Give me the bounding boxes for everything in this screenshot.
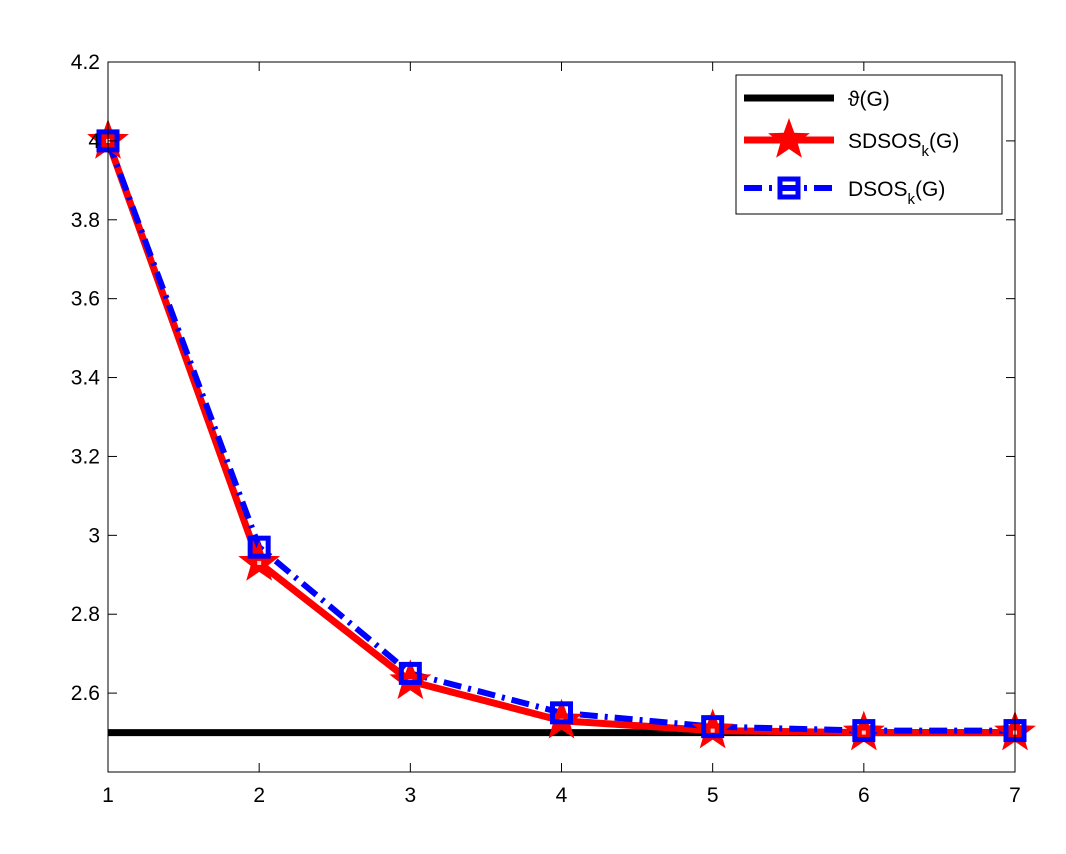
axes: 1 2 3 4 5 6 7 2.6 2.8 3 3.2 3.4 3.6 3.8 4 4.2 — [71, 51, 1021, 807]
x-tick-label: 2 — [253, 784, 265, 807]
x-tick-label: 7 — [1009, 784, 1021, 807]
y-tick-label: 3 — [88, 524, 100, 547]
x-tick-label: 5 — [707, 784, 719, 807]
x-tick-label: 3 — [404, 784, 416, 807]
sdsos-point-center — [257, 560, 262, 565]
y-tick-label: 3.8 — [71, 209, 100, 232]
legend-label-theta: ϑ(G) — [848, 88, 890, 111]
dsos-point — [247, 535, 271, 559]
y-tick-label: 3.4 — [71, 367, 101, 390]
sdsos-point — [540, 698, 583, 739]
sdsos-point — [389, 659, 432, 700]
dsos-point — [398, 661, 422, 685]
dsos-point — [701, 715, 725, 739]
y-tick-label: 2.6 — [71, 682, 100, 705]
legend-label-dsos: DSOSk(G) — [848, 178, 945, 208]
x-tick-label: 1 — [102, 784, 114, 807]
sdsos-point — [842, 710, 885, 751]
sdsos-point-center — [710, 728, 715, 733]
y-tick-label: 3.6 — [71, 288, 100, 311]
sdsos-point — [238, 540, 281, 581]
x-tick-label: 4 — [556, 784, 568, 807]
legend-entry-sdsos: SDSOSk(G) — [744, 118, 959, 160]
legend: ϑ(G) SDSOSk(G) DSOSk(G) — [735, 74, 1003, 215]
legend-entry-theta: ϑ(G) — [744, 88, 890, 111]
legend-label-sdsos: SDSOSk(G) — [848, 130, 959, 160]
sdsos-point — [691, 708, 734, 749]
legend-marker-star — [768, 118, 810, 158]
dsos-point — [852, 719, 876, 743]
dsos-point — [550, 701, 573, 725]
legend-marker-square — [777, 176, 801, 200]
y-tick-label: 4.2 — [71, 51, 100, 74]
y-tick-label: 3.2 — [71, 445, 100, 468]
sdsos-point-center — [861, 730, 866, 735]
y-tick-label: 4 — [88, 130, 100, 153]
y-tick-label: 2.8 — [71, 603, 100, 626]
x-tick-label: 6 — [858, 784, 870, 807]
legend-entry-dsos: DSOSk(G) — [744, 176, 945, 208]
